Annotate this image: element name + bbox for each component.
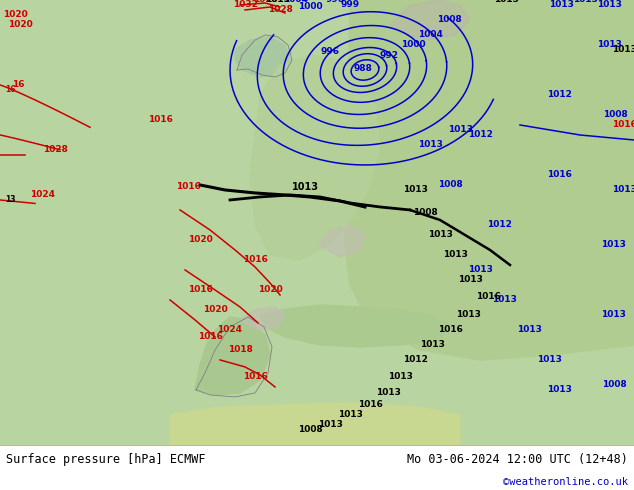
Polygon shape — [235, 37, 290, 77]
Text: 1028: 1028 — [42, 146, 67, 154]
Text: 16: 16 — [5, 85, 16, 95]
Text: 1000: 1000 — [298, 2, 322, 11]
Text: 16: 16 — [12, 80, 24, 90]
Text: 1016: 1016 — [612, 121, 634, 129]
Text: 1008: 1008 — [602, 110, 627, 120]
Polygon shape — [430, 0, 500, 20]
Text: 1013: 1013 — [375, 389, 401, 397]
Text: 1013: 1013 — [337, 411, 363, 419]
Text: 1013: 1013 — [403, 186, 427, 195]
Polygon shape — [318, 225, 365, 257]
Text: 1028: 1028 — [268, 5, 292, 15]
Polygon shape — [260, 305, 450, 347]
Text: 1008: 1008 — [437, 180, 462, 190]
Text: 1016: 1016 — [476, 293, 500, 301]
Text: 1008: 1008 — [413, 208, 437, 218]
Text: 996: 996 — [325, 0, 344, 4]
Text: Mo 03-06-2024 12:00 UTC (12+48): Mo 03-06-2024 12:00 UTC (12+48) — [407, 453, 628, 466]
Text: 1004: 1004 — [283, 0, 307, 4]
Text: 1013: 1013 — [467, 266, 493, 274]
Text: 1013: 1013 — [420, 341, 444, 349]
Text: 1016: 1016 — [148, 116, 172, 124]
Text: 1013: 1013 — [495, 0, 519, 4]
Text: 996: 996 — [321, 48, 339, 56]
Text: 1016: 1016 — [176, 182, 200, 192]
Text: 1013: 1013 — [458, 275, 482, 285]
Text: ©weatheronline.co.uk: ©weatheronline.co.uk — [503, 477, 628, 487]
Text: 1016: 1016 — [437, 325, 462, 335]
Text: 1012: 1012 — [488, 220, 512, 229]
Text: 1000: 1000 — [401, 41, 425, 49]
Text: 1020: 1020 — [8, 21, 33, 29]
Text: 1013: 1013 — [612, 46, 634, 54]
Text: 1013: 1013 — [574, 0, 598, 4]
Text: 1013: 1013 — [387, 372, 413, 381]
Text: 1013: 1013 — [538, 355, 562, 365]
Text: 1013: 1013 — [264, 0, 290, 4]
Text: 1020: 1020 — [257, 286, 282, 294]
Text: 988: 988 — [354, 65, 372, 74]
Polygon shape — [345, 0, 634, 360]
Text: 1008: 1008 — [297, 425, 322, 435]
Text: 1013: 1013 — [602, 241, 626, 249]
Text: 1016: 1016 — [243, 255, 268, 265]
Text: 1013: 1013 — [602, 311, 626, 319]
Text: 1018: 1018 — [228, 345, 252, 354]
Text: 1013: 1013 — [517, 325, 543, 335]
Polygon shape — [240, 307, 285, 330]
Polygon shape — [390, 0, 470, 40]
Text: 1013: 1013 — [318, 420, 342, 429]
Text: 1013: 1013 — [418, 141, 443, 149]
Text: 1016: 1016 — [358, 400, 382, 410]
Text: 1012: 1012 — [403, 355, 427, 365]
Text: 1016: 1016 — [188, 286, 212, 294]
Text: 1012: 1012 — [467, 130, 493, 140]
Text: 1013: 1013 — [427, 230, 453, 240]
Text: 999: 999 — [340, 0, 359, 9]
Text: 1013: 1013 — [612, 186, 634, 195]
Text: 1013: 1013 — [548, 386, 573, 394]
Text: 992: 992 — [380, 51, 399, 60]
Text: 1013: 1013 — [456, 311, 481, 319]
Text: 1013: 1013 — [597, 41, 623, 49]
Text: 1020: 1020 — [188, 236, 212, 245]
Text: 1004: 1004 — [418, 30, 443, 40]
Text: 1032: 1032 — [233, 0, 257, 9]
Text: 1008: 1008 — [602, 380, 626, 390]
Text: 1013: 1013 — [550, 0, 574, 9]
Polygon shape — [250, 55, 380, 260]
Text: 1013: 1013 — [292, 182, 318, 192]
Text: 1016: 1016 — [548, 171, 573, 179]
Text: 1013: 1013 — [448, 125, 472, 134]
Text: 1020: 1020 — [203, 305, 228, 315]
Text: 1016: 1016 — [243, 372, 268, 381]
Text: 1013: 1013 — [493, 295, 517, 304]
Text: 1013: 1013 — [597, 0, 623, 9]
Polygon shape — [170, 403, 460, 445]
Polygon shape — [195, 317, 270, 395]
Text: 1024: 1024 — [217, 325, 243, 335]
Text: 1013: 1013 — [443, 250, 467, 259]
Text: Surface pressure [hPa] ECMWF: Surface pressure [hPa] ECMWF — [6, 453, 206, 466]
Text: 1020: 1020 — [3, 10, 27, 20]
Text: 1016: 1016 — [198, 332, 223, 342]
Text: 1025: 1025 — [252, 0, 278, 4]
Text: 1012: 1012 — [548, 91, 573, 99]
Text: 1024: 1024 — [30, 191, 55, 199]
Text: 13: 13 — [5, 196, 16, 204]
Text: 1008: 1008 — [437, 16, 462, 24]
